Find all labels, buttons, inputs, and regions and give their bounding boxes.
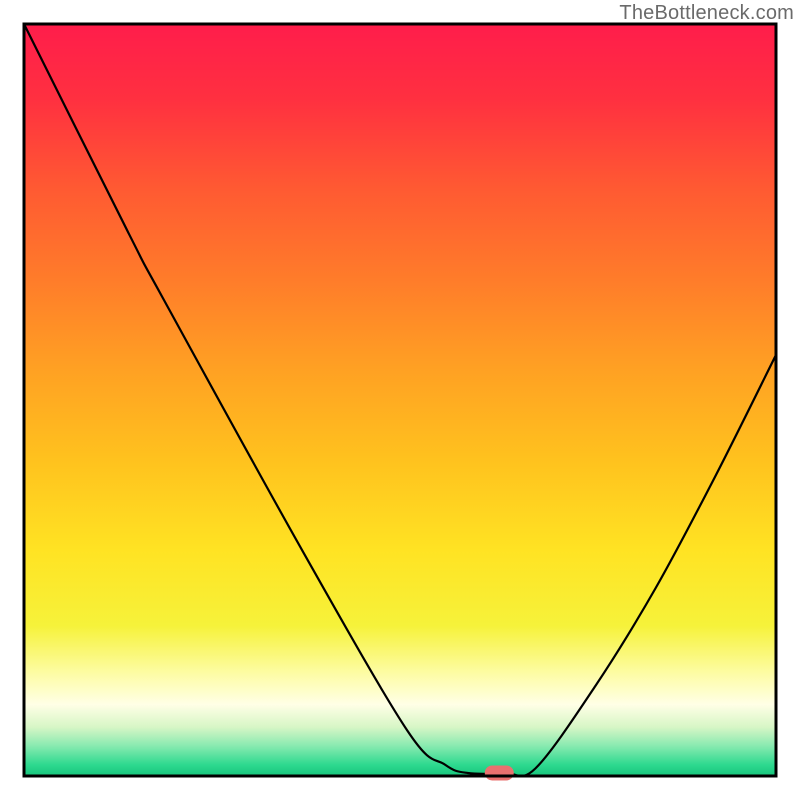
plot-background (24, 24, 776, 776)
bottleneck-chart (0, 0, 800, 800)
optimal-point-marker (485, 766, 513, 780)
watermark-text: TheBottleneck.com (619, 2, 794, 25)
chart-container: TheBottleneck.com (0, 0, 800, 800)
